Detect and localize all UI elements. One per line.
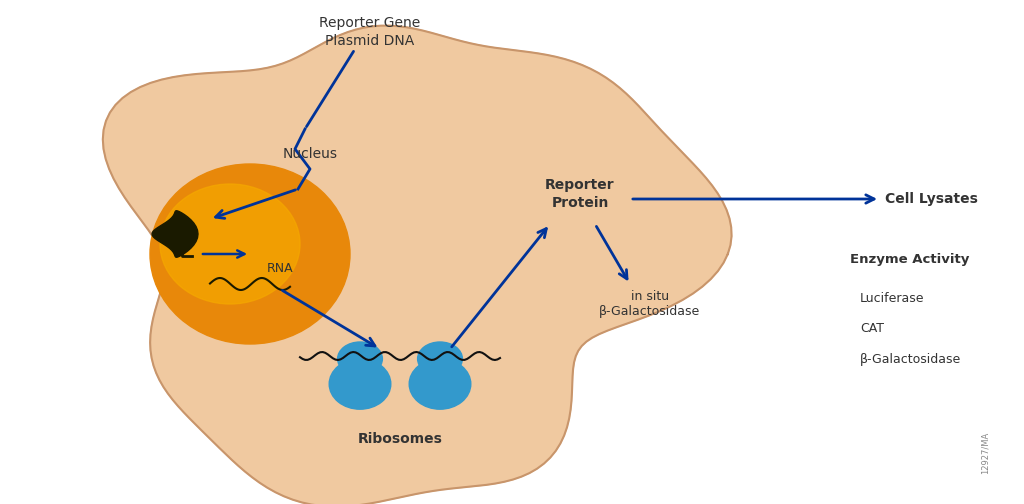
Text: Cell Lysates: Cell Lysates: [885, 192, 978, 206]
Text: CAT: CAT: [860, 323, 884, 336]
Text: Reporter Gene
Plasmid DNA: Reporter Gene Plasmid DNA: [319, 16, 421, 48]
Polygon shape: [102, 26, 731, 504]
Polygon shape: [153, 211, 198, 257]
Text: Ribosomes: Ribosomes: [357, 432, 442, 446]
Ellipse shape: [160, 184, 300, 304]
Text: RNA: RNA: [266, 263, 293, 276]
Text: 12927/MA: 12927/MA: [981, 432, 990, 474]
Text: Nucleus: Nucleus: [283, 147, 338, 161]
Ellipse shape: [410, 359, 471, 409]
Text: in situ
β-Galactosidase: in situ β-Galactosidase: [599, 289, 700, 319]
Ellipse shape: [418, 342, 463, 375]
Text: Reporter
Protein: Reporter Protein: [545, 178, 614, 210]
Ellipse shape: [150, 164, 350, 344]
Text: β-Galactosidase: β-Galactosidase: [860, 352, 962, 365]
Ellipse shape: [338, 342, 382, 375]
Text: Luciferase: Luciferase: [860, 292, 925, 305]
Text: Enzyme Activity: Enzyme Activity: [850, 253, 970, 266]
Ellipse shape: [329, 359, 391, 409]
